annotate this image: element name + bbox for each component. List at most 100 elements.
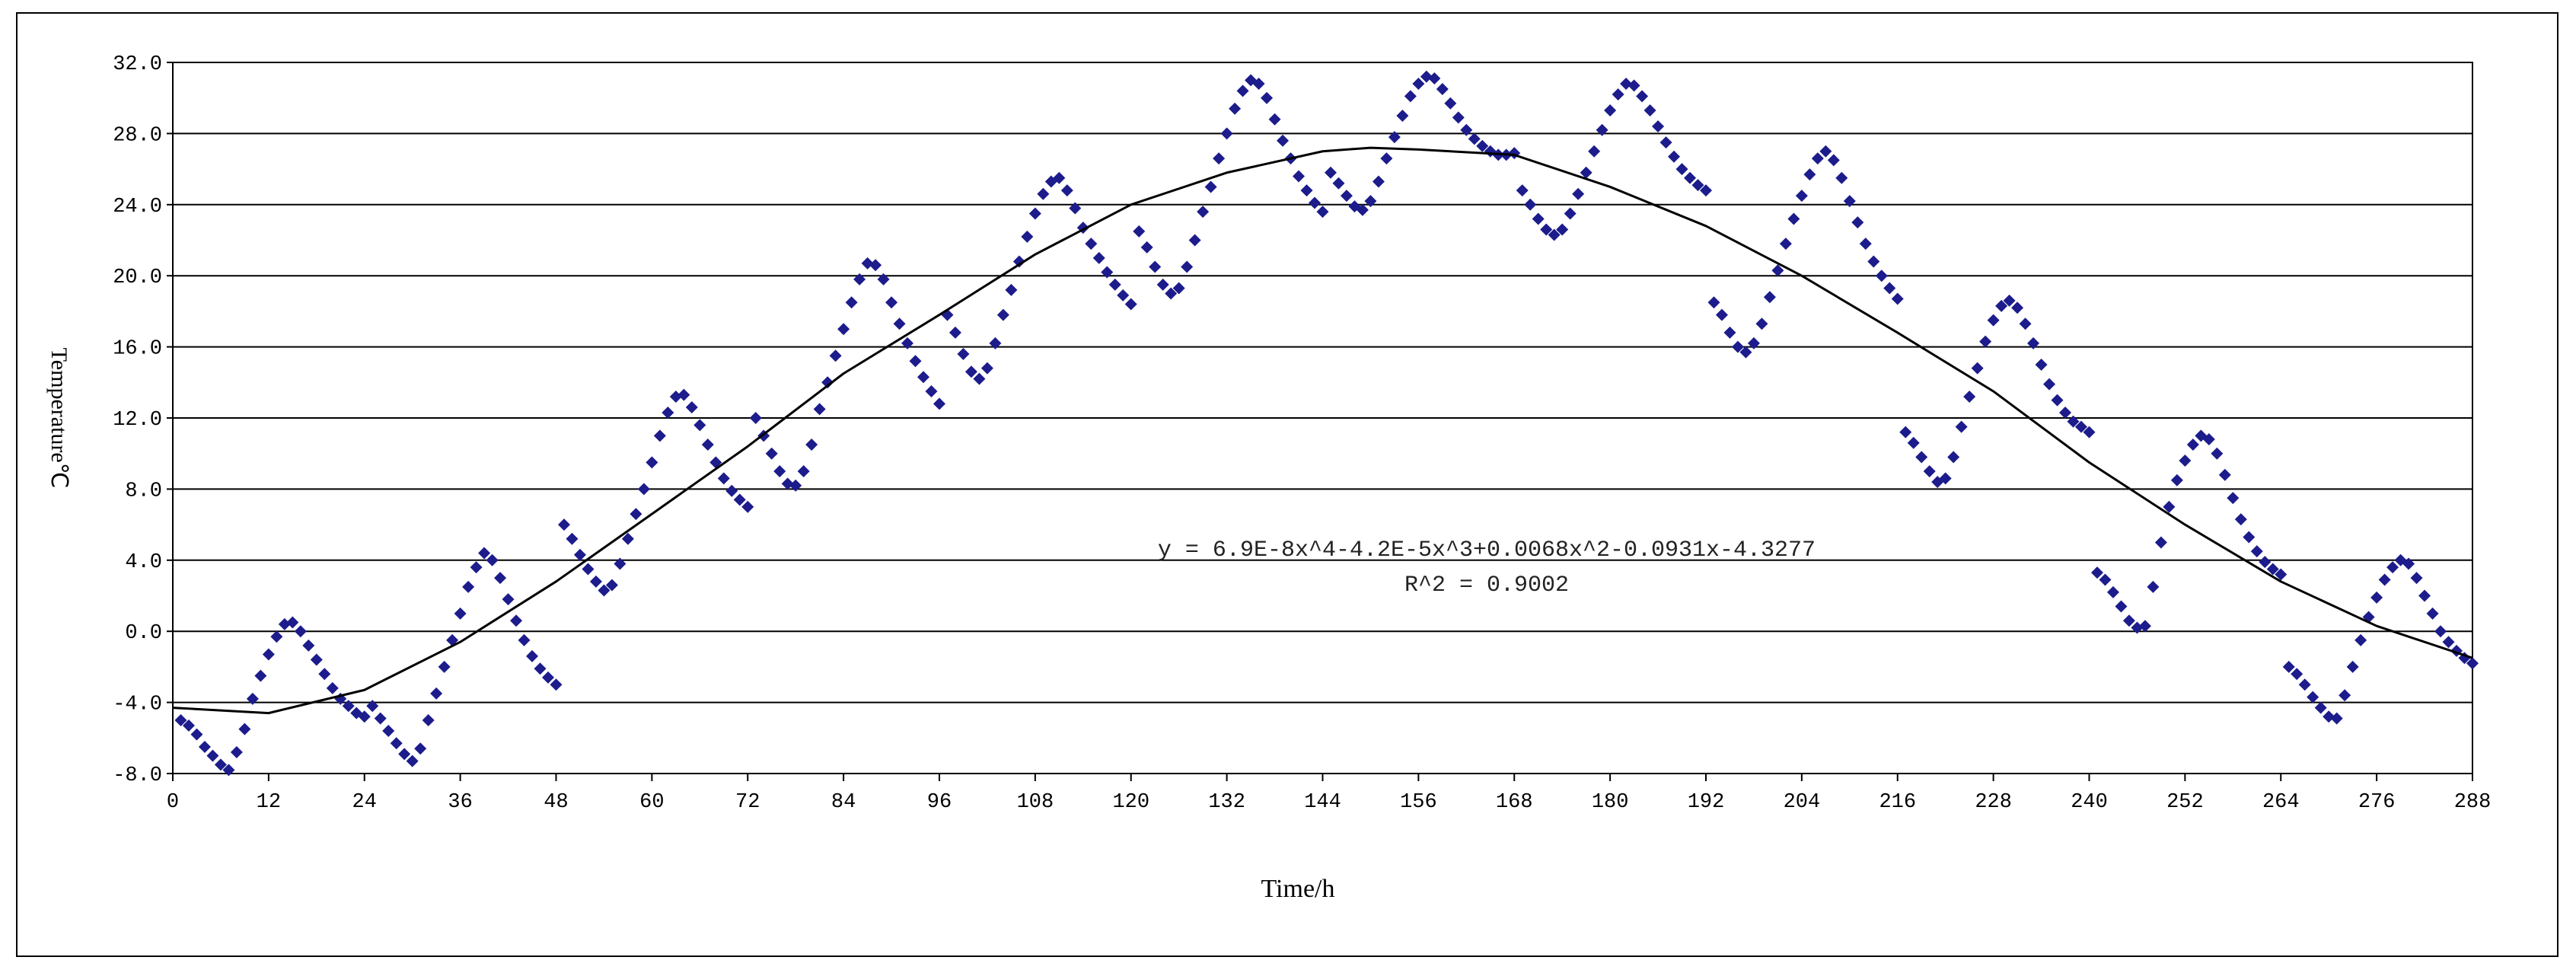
data-point [2019,317,2032,330]
data-point [885,296,898,309]
data-point [1971,362,1984,375]
data-point [2250,545,2263,558]
data-point [1324,166,1337,179]
chart-frame [16,12,2558,957]
data-point [557,518,570,531]
data-point [901,337,914,349]
data-point [1012,255,1025,268]
data-point [1811,152,1824,165]
data-point [1620,78,1633,91]
data-point [653,429,666,442]
data-point [1963,390,1976,403]
x-tick-label: 36 [448,791,472,814]
data-point [1532,212,1545,225]
data-point [486,553,499,566]
data-point [957,347,970,360]
data-point [797,465,810,478]
data-point [342,700,355,713]
data-point [2370,591,2383,604]
data-point [1907,436,1920,449]
x-tick-label: 156 [1400,791,1437,814]
data-point [2410,572,2423,585]
data-point [2323,710,2335,723]
data-point [1220,127,1233,140]
data-point [662,406,674,419]
data-point [1213,152,1226,165]
data-point [948,326,961,339]
data-point [1835,171,1848,184]
data-point [2314,701,2327,714]
data-point [1947,451,1960,464]
data-point [669,390,682,403]
data-point [2243,531,2256,544]
data-point [2003,294,2016,307]
data-point [518,633,531,646]
data-point [1092,251,1105,264]
data-point [813,403,826,416]
y-tick-label: 20.0 [113,266,162,289]
data-point [262,648,275,661]
data-point [2426,607,2439,620]
data-point [1979,335,1992,348]
data-point [1803,168,1816,181]
x-tick-label: 180 [1592,791,1629,814]
data-point [1771,264,1784,277]
data-point [462,580,475,593]
x-tick-label: 108 [1017,791,1054,814]
data-point [1580,166,1592,179]
data-point [1261,91,1274,104]
x-tick-label: 96 [927,791,952,814]
data-point [980,362,993,375]
data-point [1396,110,1409,123]
data-point [1747,337,1760,349]
data-point [2059,406,2072,419]
data-point [1819,145,1832,158]
data-point [1700,184,1712,197]
data-point [1181,260,1194,273]
data-point [1060,184,1073,197]
y-tick-label: 28.0 [113,124,162,147]
data-point [1364,195,1377,208]
data-point [1028,207,1041,220]
data-point [677,388,690,401]
data-point [630,508,642,521]
data-point [1723,326,1736,339]
data-point [1277,134,1290,147]
data-point [1795,190,1808,203]
y-tick-label: 24.0 [113,196,162,219]
data-point [2354,633,2367,646]
data-point [2170,474,2183,486]
data-point [2043,378,2056,391]
data-point [1548,228,1561,241]
data-point [406,754,419,767]
data-point [1428,72,1441,85]
data-point [1069,202,1082,215]
data-point [470,561,483,574]
data-point [1316,206,1329,219]
data-point [701,439,714,451]
data-point [1188,234,1201,247]
data-point [1923,465,1936,478]
data-point [1899,426,1912,439]
data-point [1476,139,1489,152]
data-point [1995,299,2008,312]
data-point [2275,568,2287,581]
data-point [765,447,778,460]
data-point [605,579,618,592]
data-point [2099,573,2112,586]
data-point [2147,580,2160,593]
data-point [869,259,882,272]
data-point [589,575,602,588]
data-point [996,308,1009,321]
data-point [2338,689,2351,702]
data-point [2378,573,2391,586]
data-point [805,439,818,451]
data-point [1108,278,1121,291]
data-point [1612,88,1624,101]
data-point [1053,171,1066,184]
data-point [781,477,794,490]
data-point [1939,472,1952,485]
data-point [1859,238,1872,250]
data-point [254,669,267,682]
